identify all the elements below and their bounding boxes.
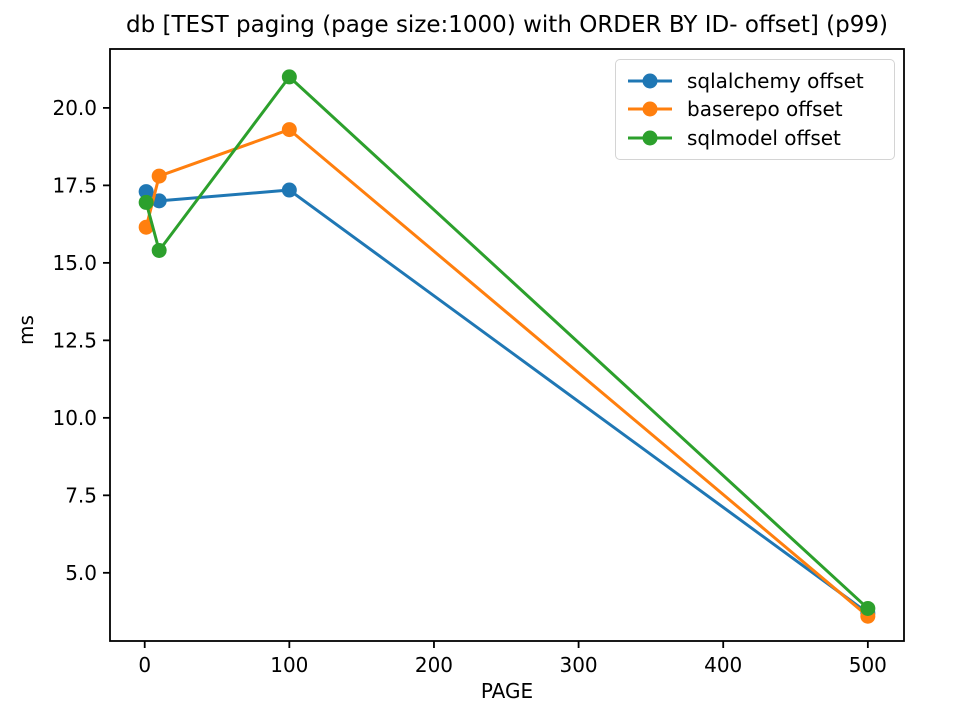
y-tick-label: 20.0 [52,96,97,120]
x-tick-label: 100 [270,653,308,677]
chart-title: db [TEST paging (page size:1000) with OR… [126,12,888,38]
series-line-sqlmodel-offset [144,75,870,610]
x-tick-label: 200 [415,653,453,677]
data-point [860,600,876,616]
legend-marker-icon [628,101,672,117]
y-tick-label: 7.5 [65,483,97,507]
legend-row: baserepo offset [626,95,884,123]
x-tick-label: 400 [704,653,742,677]
legend-label: baserepo offset [687,97,843,122]
data-point [281,182,297,198]
data-point [151,242,167,258]
y-tick-label: 17.5 [52,173,97,197]
legend-row: sqlmodel offset [626,124,884,152]
series-line-baserepo-offset [144,128,870,618]
data-point [151,168,167,184]
axis-frame [109,48,905,642]
legend-marker-icon [628,73,672,89]
x-tick-label: 300 [559,653,597,677]
series-line-sqlalchemy-offset [144,188,870,615]
data-point [138,194,154,210]
x-axis-label: PAGE [480,679,534,703]
x-tick-label: 0 [138,653,151,677]
y-tick-label: 12.5 [52,328,97,352]
data-point [151,193,167,209]
data-point [138,184,154,200]
data-point [138,219,154,235]
legend-label: sqlmodel offset [687,125,841,150]
legend-label: sqlalchemy offset [687,69,864,94]
legend-row: sqlalchemy offset [626,67,884,95]
data-point [281,122,297,138]
y-tick-label: 10.0 [52,406,97,430]
data-point [281,69,297,85]
x-tick-label: 500 [849,653,887,677]
legend-marker-icon [628,130,672,146]
y-tick-label: 15.0 [52,251,97,275]
y-tick-label: 5.0 [65,561,97,585]
legend: sqlalchemy offset baserepo offset sqlmodel… [615,59,895,160]
